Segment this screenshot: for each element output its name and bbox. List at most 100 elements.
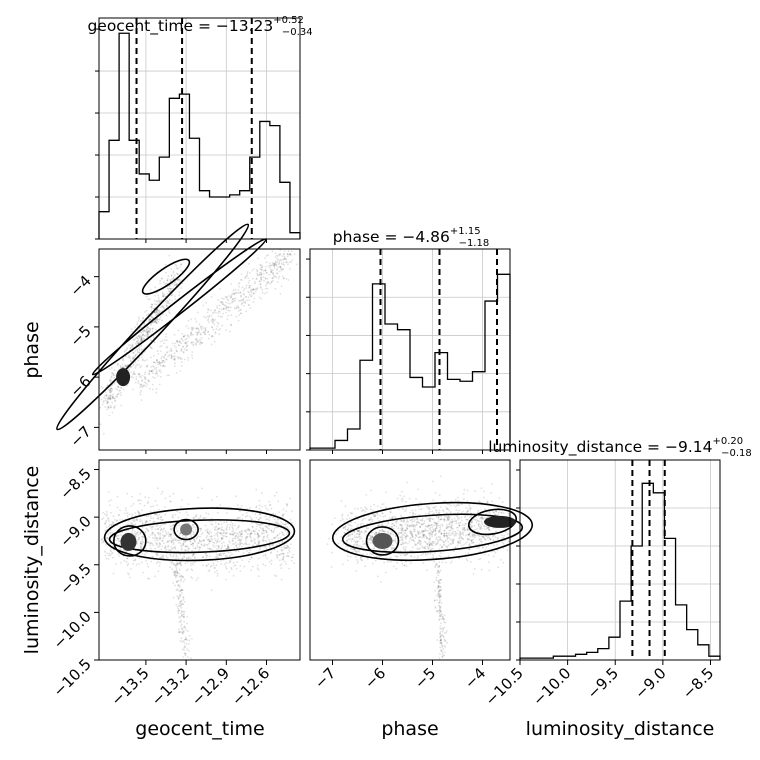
sample-point [456, 526, 458, 529]
sample-point [409, 538, 411, 540]
sample-point [133, 518, 136, 521]
sample-point [151, 370, 153, 373]
sample-point [140, 348, 143, 351]
sample-point [167, 300, 169, 303]
sample-point [115, 387, 117, 390]
sample-point [498, 497, 501, 499]
sample-point [348, 517, 351, 520]
sample-point [206, 564, 208, 567]
sample-point [177, 356, 180, 359]
sample-point [221, 534, 224, 537]
sample-point [187, 359, 190, 361]
sample-point [203, 543, 206, 546]
sample-point [219, 552, 222, 555]
sample-point [171, 300, 173, 302]
sample-point [177, 329, 180, 332]
sample-point [479, 557, 482, 560]
sample-point [139, 542, 142, 545]
sample-point [290, 261, 292, 264]
sample-point [225, 296, 228, 299]
sample-point [215, 525, 218, 528]
sample-point [197, 542, 199, 545]
sample-point [164, 544, 167, 547]
sample-point [255, 505, 258, 508]
sample-point [167, 355, 169, 358]
sample-point [174, 357, 177, 360]
sample-point [140, 337, 143, 340]
sample-point [471, 534, 474, 537]
sample-point [125, 560, 128, 563]
sample-point [374, 533, 376, 536]
sample-point [139, 319, 142, 322]
sample-point [137, 316, 140, 319]
sample-point [113, 377, 116, 379]
sample-point [448, 503, 451, 506]
sample-point [210, 309, 213, 312]
sample-point [174, 584, 177, 587]
sample-point [453, 550, 455, 552]
sample-point [274, 264, 277, 266]
sample-point [232, 575, 235, 577]
sample-point [204, 333, 207, 335]
sample-point [157, 294, 159, 297]
sample-point [288, 567, 291, 570]
sample-point [260, 268, 263, 271]
sample-point [483, 553, 486, 556]
sample-point [183, 553, 186, 556]
sample-point [268, 501, 271, 503]
sample-point [461, 524, 464, 526]
sample-point [176, 273, 179, 275]
sample-point [104, 554, 107, 557]
sample-point [109, 406, 112, 409]
sample-point [269, 262, 271, 265]
sample-point [413, 530, 415, 532]
sample-point [265, 518, 268, 521]
sample-point [151, 536, 154, 539]
sample-point [265, 291, 268, 294]
sample-point [170, 355, 173, 358]
sample-point [239, 565, 242, 567]
sample-point [361, 540, 364, 543]
sample-point [131, 344, 134, 347]
sample-point [218, 304, 221, 307]
sample-point [111, 401, 114, 404]
sample-point [170, 350, 173, 353]
sample-point [221, 324, 224, 327]
sample-point [496, 514, 499, 516]
sample-point [438, 548, 441, 550]
sample-point [144, 496, 147, 498]
sample-point [395, 542, 398, 545]
sample-point [156, 487, 159, 490]
sample-point [153, 510, 156, 512]
sample-point [426, 518, 428, 520]
sample-point [256, 269, 258, 271]
sample-point [179, 553, 182, 556]
sample-point [260, 285, 262, 288]
sample-point [189, 562, 192, 564]
sample-point [330, 566, 333, 568]
sample-point [406, 520, 408, 523]
sample-point [237, 535, 240, 538]
sample-point [137, 373, 140, 375]
sample-point [179, 593, 182, 596]
sample-point [151, 330, 154, 333]
sample-point [147, 565, 150, 568]
sample-point [280, 259, 283, 262]
sample-point [257, 257, 259, 260]
sample-point [141, 358, 144, 361]
sample-point [146, 364, 149, 367]
sample-point [410, 519, 413, 521]
sample-point [186, 340, 189, 343]
sample-point [133, 338, 136, 341]
sample-point [400, 514, 402, 517]
sample-point [449, 521, 451, 523]
sample-point [227, 299, 230, 302]
sample-point [217, 523, 220, 525]
sample-point [465, 534, 467, 537]
sample-point [113, 374, 116, 377]
sample-point [441, 627, 444, 629]
sample-point [287, 555, 290, 557]
sample-point [248, 286, 251, 289]
sample-point [256, 287, 259, 289]
sample-point [158, 297, 160, 299]
